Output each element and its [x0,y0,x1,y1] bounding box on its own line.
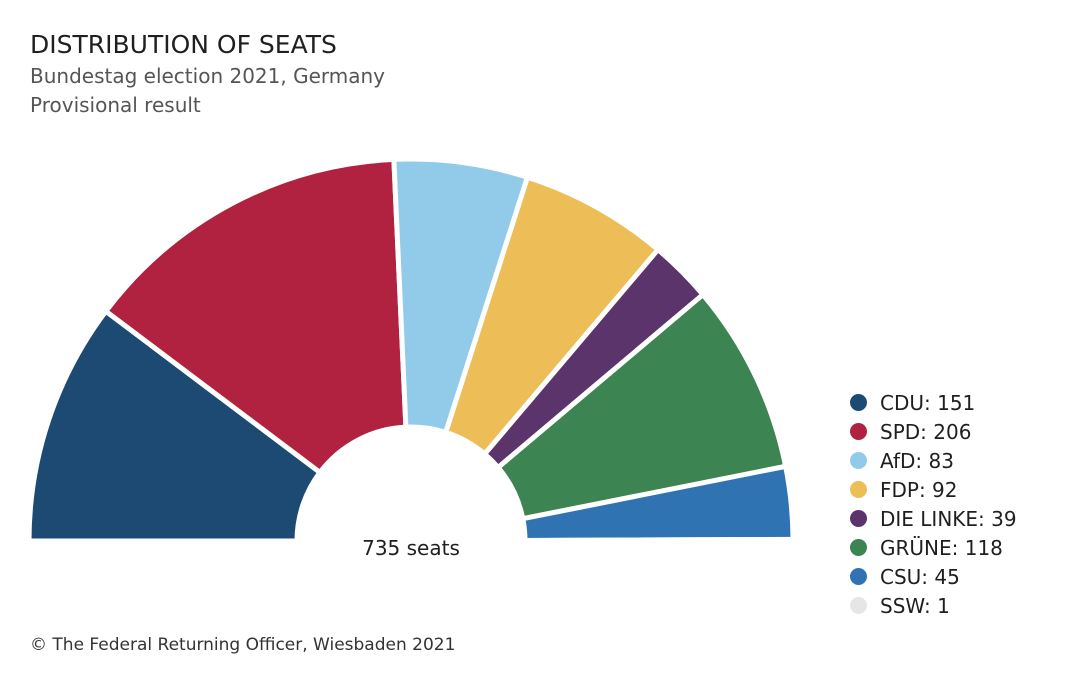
legend-item-ssw: SSW: 1 [850,591,1017,620]
source-credit: © The Federal Returning Officer, Wiesbad… [30,635,456,655]
chart-legend: CDU: 151 SPD: 206 AfD: 83 FDP: 92 DIE LINKE:… [850,388,1017,620]
legend-label: CDU: 151 [880,390,976,415]
legend-label: GRÜNE: 118 [880,535,1003,560]
legend-label: CSU: 45 [880,564,960,589]
legend-swatch [850,481,867,498]
center-seat-total-label: 735 seats [362,536,460,560]
legend-swatch [850,597,867,614]
legend-swatch [850,452,867,469]
legend-swatch [850,394,867,411]
legend-swatch [850,510,867,527]
slice-cdu [26,308,323,544]
slice-grüne [495,292,789,522]
legend-item-cdu: CDU: 151 [850,388,1017,417]
chart-subtitle-line-2: Provisional result [30,93,201,117]
chart-subtitle-line-1: Bundestag election 2021, Germany [30,64,386,88]
chart-title: DISTRIBUTION OF SEATS [30,30,337,59]
legend-label: SPD: 206 [880,419,972,444]
legend-item-afd: AfD: 83 [850,446,1017,475]
legend-item-fdp: FDP: 92 [850,475,1017,504]
legend-item-csu: CSU: 45 [850,562,1017,591]
legend-label: AfD: 83 [880,448,954,473]
chart-slices [26,156,796,544]
legend-item-die-linke: DIE LINKE: 39 [850,504,1017,533]
legend-swatch [850,568,867,585]
legend-label: FDP: 92 [880,477,958,502]
legend-swatch [850,423,867,440]
legend-label: DIE LINKE: 39 [880,506,1017,531]
slice-ssw [522,536,796,544]
legend-item-grüne: GRÜNE: 118 [850,533,1017,562]
legend-label: SSW: 1 [880,593,950,618]
slice-spd [103,156,409,475]
legend-swatch [850,539,867,556]
legend-item-spd: SPD: 206 [850,417,1017,446]
